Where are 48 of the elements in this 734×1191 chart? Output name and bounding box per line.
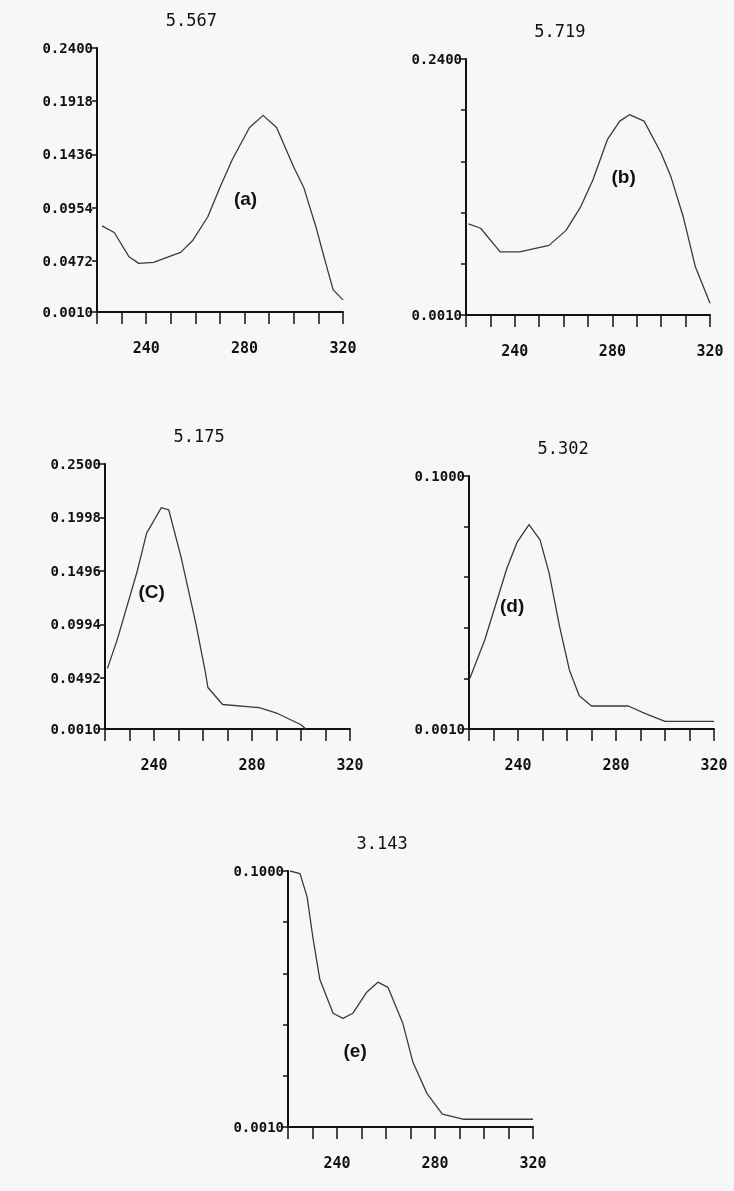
- chart-title: 5.719: [534, 20, 586, 41]
- x-tick-label: 320: [519, 1153, 547, 1172]
- line-series: [469, 523, 715, 722]
- y-tick-label: 0.0010: [50, 721, 101, 737]
- line-series: [106, 506, 307, 730]
- y-tick-label: 0.0954: [42, 199, 93, 216]
- x-tick-label: 320: [329, 338, 357, 357]
- x-tick-label: 320: [336, 755, 364, 774]
- x-tick-label: 240: [504, 755, 532, 774]
- x-tick-label: 280: [231, 338, 259, 357]
- chart-title: 5.567: [165, 9, 217, 30]
- line-series: [101, 114, 344, 301]
- x-tick-label: 320: [700, 755, 728, 774]
- y-tick-label: 0.0994: [50, 616, 101, 633]
- y-tick-label: 0.1918: [42, 93, 93, 110]
- chart-title: 3.143: [356, 832, 408, 853]
- annotation: (a): [233, 188, 258, 210]
- y-tick-label: 0.1000: [414, 468, 465, 484]
- annotation: (C): [138, 580, 165, 602]
- y-tick-label: 0.0472: [42, 252, 93, 269]
- chart-title: 5.175: [173, 425, 225, 446]
- y-tick-label: 0.0492: [50, 669, 101, 686]
- line-series: [289, 870, 534, 1120]
- y-tick-label: 0.1496: [50, 562, 101, 579]
- line-series: [467, 114, 711, 304]
- x-tick-label: 240: [323, 1153, 351, 1172]
- y-tick-label: 0.0010: [411, 307, 462, 323]
- y-tick-label: 0.0010: [42, 304, 93, 320]
- x-tick-label: 280: [598, 341, 626, 360]
- y-tick-label: 0.2400: [42, 40, 93, 56]
- y-tick-label: 0.2500: [50, 456, 101, 472]
- y-tick-label: 0.0010: [414, 721, 465, 737]
- chart-title: 5.302: [537, 437, 589, 458]
- x-tick-label: 320: [696, 341, 724, 360]
- y-tick-label: 0.2400: [411, 51, 462, 67]
- x-tick-label: 280: [238, 755, 266, 774]
- y-tick-label: 0.0010: [233, 1119, 284, 1135]
- x-tick-label: 240: [140, 755, 168, 774]
- y-tick-label: 0.1998: [50, 509, 101, 526]
- annotation: (b): [611, 166, 636, 188]
- x-tick-label: 240: [132, 338, 160, 357]
- x-tick-label: 280: [602, 755, 630, 774]
- annotation: (e): [343, 1039, 367, 1061]
- annotation: (d): [500, 594, 525, 616]
- x-tick-label: 280: [421, 1153, 449, 1172]
- y-tick-label: 0.1436: [42, 146, 93, 163]
- x-tick-label: 240: [501, 341, 529, 360]
- y-tick-label: 0.1000: [233, 863, 284, 879]
